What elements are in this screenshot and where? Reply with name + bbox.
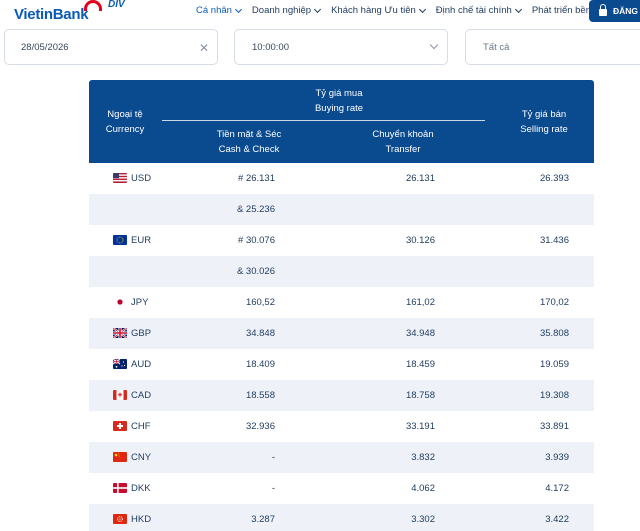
cash-rate: # 26.131 — [238, 173, 275, 184]
transfer-rate: 18.758 — [405, 390, 435, 401]
nav-item-doanh-nghiep[interactable]: Doanh nghiệp — [252, 5, 322, 16]
table-row: & 30.026 — [89, 256, 594, 287]
close-icon[interactable]: ✕ — [198, 41, 209, 55]
cash-rate: 18.409 — [245, 359, 275, 370]
time-select[interactable]: 10:00:00 — [234, 29, 448, 65]
flag-au-icon — [113, 359, 127, 369]
chevron-down-icon — [418, 5, 426, 13]
currency-code: GBP — [131, 328, 152, 339]
table-row: AUD 18.409 18.459 19.059 — [89, 349, 594, 380]
flag-eu-icon — [113, 235, 127, 245]
transfer-rate: 3.302 — [411, 514, 435, 525]
currency-code: CAD — [131, 390, 152, 401]
currency-code: HKD — [131, 514, 152, 525]
nav-item-khach-hang-uu-tien[interactable]: Khách hàng Ưu tiên — [331, 5, 426, 16]
chevron-down-icon — [234, 5, 242, 13]
nav-item-phat-trien-ben-vung[interactable]: Phát triển bền vững — [531, 5, 616, 16]
selling-rate: 19.308 — [539, 390, 569, 401]
cash-rate: - — [271, 483, 275, 494]
flag-gb-icon — [113, 328, 127, 338]
header-divider — [162, 120, 485, 121]
table-body: USD # 26.131 26.131 26.393 & 25.236 EUR # 30.0… — [89, 163, 594, 531]
nav-item-dinh-che-tai-chinh[interactable]: Định chế tài chính — [436, 5, 522, 16]
exchange-rate-table: Ngoại tệ Currency Tỷ giá mua Buying rate T… — [89, 80, 594, 531]
flag-us-icon — [113, 173, 127, 183]
selling-rate: 170,02 — [539, 297, 569, 308]
currency-code: CNY — [131, 452, 152, 463]
currency-code: DKK — [131, 483, 151, 494]
lock-icon — [599, 4, 607, 16]
flag-ca-icon — [113, 390, 127, 400]
flag-jp-icon — [113, 297, 127, 307]
selling-rate: 4.172 — [545, 483, 569, 494]
nav-item-ca-nhan[interactable]: Cá nhân — [196, 5, 242, 16]
selling-rate: 19.059 — [539, 359, 569, 370]
selling-rate: 3.939 — [545, 452, 569, 463]
selling-rate: 33.891 — [539, 421, 569, 432]
table-row: EUR # 30.076 30.126 31.436 — [89, 225, 594, 256]
header-currency: Ngoại tệ Currency — [105, 109, 145, 135]
table-row: USD # 26.131 26.131 26.393 — [89, 163, 594, 194]
cash-rate: & 30.026 — [236, 266, 275, 277]
flag-dk-icon — [113, 483, 127, 493]
date-input[interactable]: 28/05/2026 ✕ — [4, 29, 218, 65]
cash-rate: 18.558 — [245, 390, 275, 401]
table-row: DKK - 4.062 4.172 — [89, 473, 594, 504]
cash-rate: # 30.076 — [238, 235, 275, 246]
header-cash-check: Tiền mặt & Séc Cash & Check — [216, 129, 282, 155]
chevron-down-icon — [314, 5, 322, 13]
currency-code: AUD — [131, 359, 152, 370]
table-row: CNY - 3.832 3.939 — [89, 442, 594, 473]
currency-code: USD — [131, 173, 152, 184]
cash-rate: 34.848 — [245, 328, 275, 339]
currency-code: EUR — [131, 235, 152, 246]
selling-rate: 35.808 — [539, 328, 569, 339]
header-selling-rate: Tỷ giá bán Selling rate — [520, 109, 568, 135]
scope-select[interactable]: Tất cả — [465, 29, 640, 65]
selling-rate: 26.393 — [539, 173, 569, 184]
transfer-rate: 30.126 — [405, 235, 435, 246]
cash-rate: 32.936 — [245, 421, 275, 432]
header-transfer: Chuyển khoản Transfer — [372, 129, 434, 155]
currency-code: CHF — [131, 421, 151, 432]
vietinbank-logo[interactable]: VietinBank — [14, 6, 89, 23]
transfer-rate: 26.131 — [405, 173, 435, 184]
flag-cn-icon — [113, 452, 127, 462]
logo-arc-icon — [84, 0, 102, 11]
site-header: VietinBank DIV Cá nhân Doanh nghiệp Khác… — [0, 0, 640, 27]
currency-code: JPY — [131, 297, 149, 308]
transfer-rate: 161,02 — [405, 297, 435, 308]
chevron-down-icon — [429, 40, 439, 50]
table-header: Ngoại tệ Currency Tỷ giá mua Buying rate T… — [89, 80, 594, 163]
cash-rate: 160,52 — [245, 297, 275, 308]
selling-rate: 3.422 — [545, 514, 569, 525]
transfer-rate: 3.832 — [411, 452, 435, 463]
table-row: CAD 18.558 18.758 19.308 — [89, 380, 594, 411]
table-row: GBP 34.848 34.948 35.808 — [89, 318, 594, 349]
table-row: CHF 32.936 33.191 33.891 — [89, 411, 594, 442]
login-button[interactable]: ĐĂNG — [589, 0, 640, 22]
transfer-rate: 33.191 — [405, 421, 435, 432]
table-row: & 25.236 — [89, 194, 594, 225]
header-buying-rate: Tỷ giá mua Buying rate — [314, 88, 364, 114]
transfer-rate: 4.062 — [411, 483, 435, 494]
div-badge: DIV — [108, 0, 125, 10]
main-nav: Cá nhân Doanh nghiệp Khách hàng Ưu tiên … — [196, 5, 626, 16]
cash-rate: & 25.236 — [236, 204, 275, 215]
transfer-rate: 18.459 — [405, 359, 435, 370]
flag-hk-icon — [113, 514, 127, 524]
cash-rate: 3.287 — [251, 514, 275, 525]
table-row: JPY 160,52 161,02 170,02 — [89, 287, 594, 318]
flag-ch-icon — [113, 421, 127, 431]
transfer-rate: 34.948 — [405, 328, 435, 339]
chevron-down-icon — [514, 5, 522, 13]
cash-rate: - — [271, 452, 275, 463]
selling-rate: 31.436 — [539, 235, 569, 246]
table-row: HKD 3.287 3.302 3.422 — [89, 504, 594, 531]
